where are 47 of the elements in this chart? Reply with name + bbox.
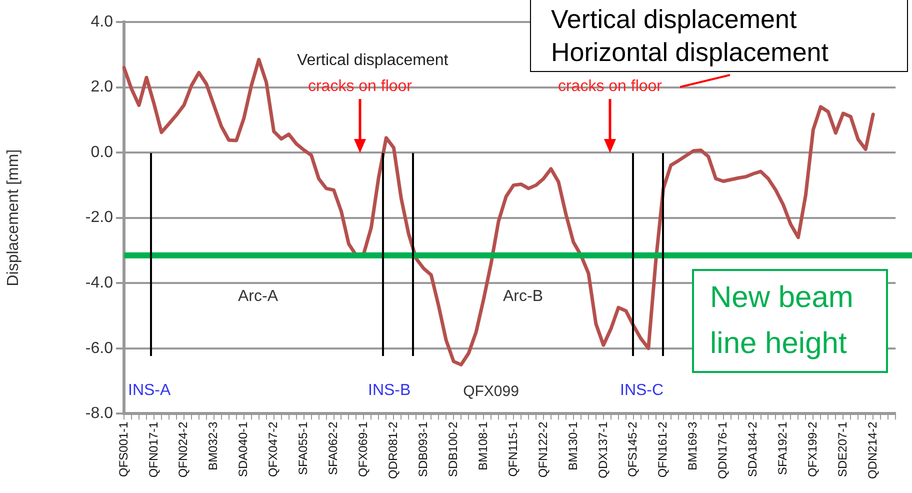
annotation: INS-A — [128, 382, 171, 400]
x-tick-label: BM169-3 — [686, 421, 700, 470]
x-tick-label: QFN024-2 — [176, 421, 190, 478]
x-tick-label: QFN017-1 — [146, 421, 160, 478]
x-tick-label: QFS145-2 — [626, 421, 640, 477]
annotation: cracks on floor — [556, 78, 664, 96]
x-tick-label: QDR081-2 — [386, 421, 400, 479]
x-tick-label: SFA055-1 — [296, 421, 310, 476]
x-tick-label: BM108-1 — [476, 421, 490, 470]
annotation: cracks on floor — [306, 78, 414, 96]
x-tick-label: QFN122-2 — [536, 421, 550, 478]
annotation: Vertical displacement — [551, 3, 798, 36]
y-tick-label: -6.0 — [85, 340, 114, 357]
y-tick-label: -2.0 — [85, 209, 114, 226]
x-tick-label: QDN176-1 — [716, 421, 730, 479]
note-box: Vertical displacement Horizontal displacement — [530, 0, 908, 72]
x-tick-label: QFX199-2 — [806, 421, 820, 477]
annotation: Horizontal displacement — [551, 36, 830, 69]
annotation: Arc-B — [502, 288, 544, 306]
x-tick-label: SDA040-1 — [236, 421, 250, 478]
x-tick-label: SFA062-2 — [326, 421, 340, 476]
x-tick-label: BM130-1 — [566, 421, 580, 470]
annotation: INS-C — [620, 382, 664, 400]
x-tick-label: QFX047-2 — [266, 421, 280, 477]
y-tick-label: 0.0 — [90, 144, 114, 161]
x-tick-label: QFS001-1 — [116, 421, 130, 477]
x-tick-label: SDB093-1 — [416, 421, 430, 478]
text: Vertical displacement — [297, 52, 448, 70]
y-tick-label: -4.0 — [85, 274, 114, 292]
y-tick-label: -8.0 — [85, 405, 114, 422]
annotation: INS-B — [368, 382, 411, 400]
x-tick-label: SDA184-2 — [746, 421, 760, 478]
x-tick-label: SDE207-1 — [835, 421, 850, 478]
y-tick-label: 2.0 — [90, 78, 114, 96]
x-tick-label: QDX137-1 — [596, 421, 610, 478]
x-tick-label: QFN161-2 — [656, 421, 670, 478]
x-tick-label: QDN214-2 — [865, 421, 880, 479]
annotation: QFX099 — [462, 382, 520, 400]
annotation: Arc-A — [237, 288, 279, 306]
ref-line-label: New beam line height — [692, 269, 888, 374]
x-tick-label: QFX069-1 — [356, 421, 370, 477]
y-tick-label: 4.0 — [90, 13, 114, 30]
x-tick-label: SDB100-2 — [446, 421, 460, 478]
x-tick-label: QFN115-1 — [506, 421, 520, 477]
x-tick-label: SFA192-1 — [776, 421, 790, 476]
x-tick-label: BM032-3 — [206, 421, 220, 470]
y-axis-title: Displacement [mm] — [5, 149, 22, 286]
